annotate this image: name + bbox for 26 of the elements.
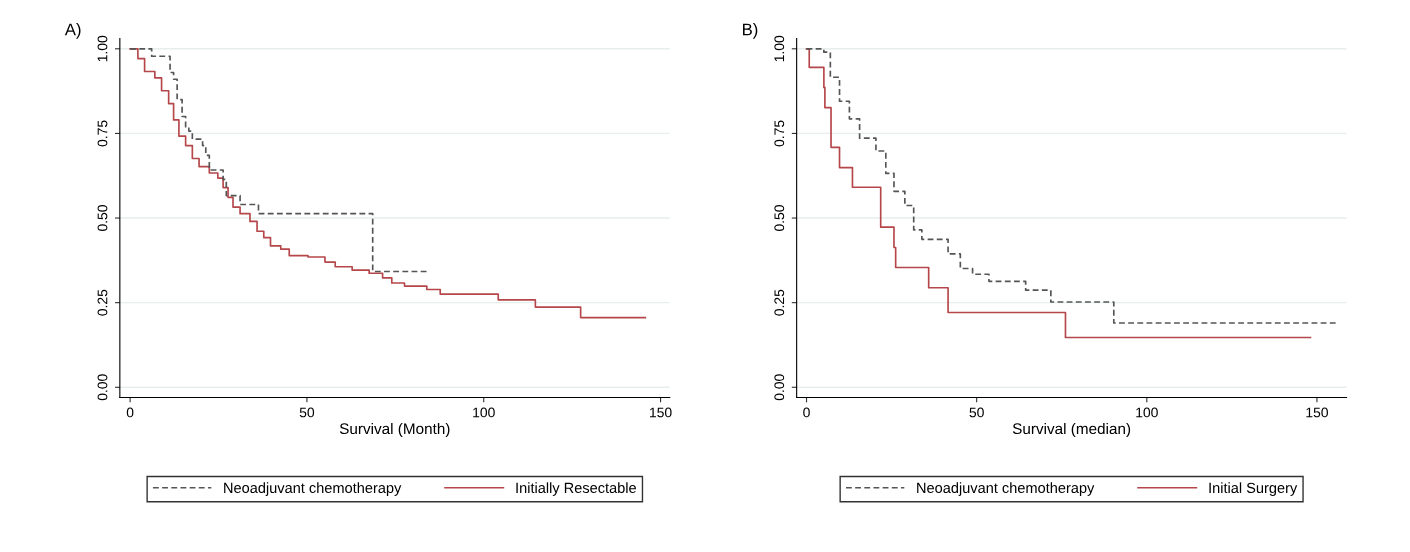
y-tick-label: 1.00 (774, 35, 785, 62)
y-tick-label: 0.25 (774, 289, 785, 316)
x-tick-label: 0 (803, 407, 810, 418)
y-tick-label: 0.00 (774, 374, 785, 401)
legend-label: Initial Surgery (1209, 482, 1298, 496)
chart-title: B) (743, 23, 758, 39)
y-tick-label: 0.50 (97, 205, 108, 232)
x-tick-label: 0 (126, 407, 134, 418)
y-tick-label: 0.00 (97, 374, 108, 401)
y-tick-label: 0.75 (774, 120, 785, 147)
x-tick-label: 150 (1306, 407, 1328, 418)
legend-label: Initially Resectable (516, 482, 636, 496)
chart-title: A) (64, 23, 81, 39)
x-tick-label: 100 (473, 407, 495, 418)
x-axis-title: Survival (Month) (339, 422, 450, 438)
x-tick-label: 50 (969, 407, 984, 418)
legend-label: Neoadjuvant chemotherapy (224, 482, 402, 496)
y-tick-label: 1.00 (97, 35, 108, 62)
x-axis-title: Survival (median) (1012, 422, 1131, 438)
legend-label: Neoadjuvant chemotherapy (917, 482, 1095, 496)
x-tick-label: 50 (299, 407, 315, 418)
x-tick-label: 100 (1136, 407, 1158, 418)
x-tick-label: 150 (650, 407, 672, 418)
y-tick-label: 0.50 (774, 205, 785, 232)
y-tick-label: 0.75 (97, 120, 108, 147)
y-tick-label: 0.25 (97, 289, 108, 316)
